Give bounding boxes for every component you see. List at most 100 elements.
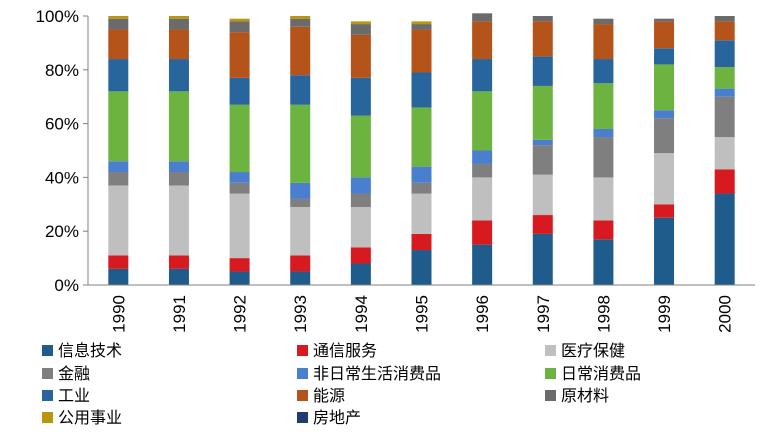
bar-segment [593,239,614,285]
bar-segment [532,215,553,234]
x-tick-label: 2000 [716,295,735,333]
bar-segment [593,177,614,221]
legend-label: 公用事业 [58,408,122,427]
bar-segment [290,104,311,183]
bar-segment [108,91,129,162]
legend-label: 工业 [58,386,90,405]
legend-swatch [42,390,53,401]
bar-segment [593,137,614,178]
x-tick-label: 1994 [352,295,371,333]
legend-swatch [42,368,53,379]
bar-segment [411,107,432,167]
legend-label: 医疗保健 [561,341,625,360]
bar-segment [168,91,189,162]
bar-segment [350,206,371,248]
bar-segment [593,83,614,129]
bar-segment [108,29,129,60]
bar-segment [168,59,189,92]
bar-segment [350,21,371,25]
bar-segment [472,177,493,221]
bar-segment [290,182,311,199]
bar-segment [350,177,371,194]
legend-label: 信息技术 [58,341,122,360]
bar-segment [108,255,129,269]
bar-segment [411,29,432,73]
legend-swatch [42,412,53,423]
x-tick-label: 1998 [594,295,613,333]
bar-segment [472,59,493,92]
legend-swatch [545,390,556,401]
bar-segment [350,263,371,285]
bar-segment [108,18,129,30]
bar-segment [714,88,735,97]
bar-segment [168,185,189,256]
bar-segment [168,255,189,269]
bar-segment [714,96,735,138]
legend-label: 日常消费品 [561,364,641,383]
x-tick-label: 1991 [170,295,189,333]
bar-segment [229,193,250,259]
bar-segment [532,139,553,146]
bar-segment [593,59,614,84]
bar-segment [229,18,250,22]
y-tick-label: 40% [45,168,79,187]
bar-segment [532,16,553,22]
bar-segment [108,268,129,285]
x-tick-label: 1995 [413,295,432,333]
bar-segment [532,85,553,140]
bar-segment [411,182,432,194]
bar-segment [472,220,493,245]
bar-segment [472,13,493,22]
bar-segment [168,268,189,285]
bar-segment [108,59,129,92]
bar-segment [411,24,432,30]
bar-segment [654,217,675,285]
bar-segment [108,185,129,256]
x-tick-label: 1990 [109,295,128,333]
bar-segment [229,258,250,272]
bar-segment [350,115,371,178]
bar-segment [654,204,675,218]
x-tick-label: 1996 [473,295,492,333]
bar-segment [290,16,311,19]
bar-segment [472,150,493,164]
bar-segment [654,18,675,22]
legend-swatch [297,412,308,423]
bar-segment [714,169,735,194]
bar-segment [593,128,614,138]
bar-segment [290,198,311,207]
y-tick-label: 0% [54,276,79,295]
bar-segment [290,255,311,272]
bar-segment [593,24,614,60]
y-tick-label: 20% [45,222,79,241]
legend-swatch [297,345,308,356]
bar-segment [108,16,129,19]
bar-segment [593,18,614,25]
bar-segment [654,48,675,65]
bar-segment [168,18,189,30]
legend-swatch [545,345,556,356]
bar-segment [350,247,371,264]
bar-segment [532,174,553,216]
bar-segment [350,24,371,35]
x-tick-label: 1992 [231,295,250,333]
legend-swatch [297,390,308,401]
legend-label: 通信服务 [313,341,377,360]
legend-swatch [42,345,53,356]
bar-segment [168,172,189,186]
legend-swatch [297,368,308,379]
bar-segment [350,193,371,207]
bar-segment [532,21,553,57]
y-tick-label: 60% [45,115,79,134]
x-tick-label: 1997 [534,295,553,333]
bar-segment [290,26,311,76]
bar-segment [472,21,493,60]
bar-segment [229,271,250,285]
bar-segment [108,172,129,186]
bar-segment [714,21,735,41]
bar-segment [472,244,493,285]
bar-segment [654,64,675,111]
bar-segment [290,18,311,27]
legend-label: 能源 [313,386,345,405]
